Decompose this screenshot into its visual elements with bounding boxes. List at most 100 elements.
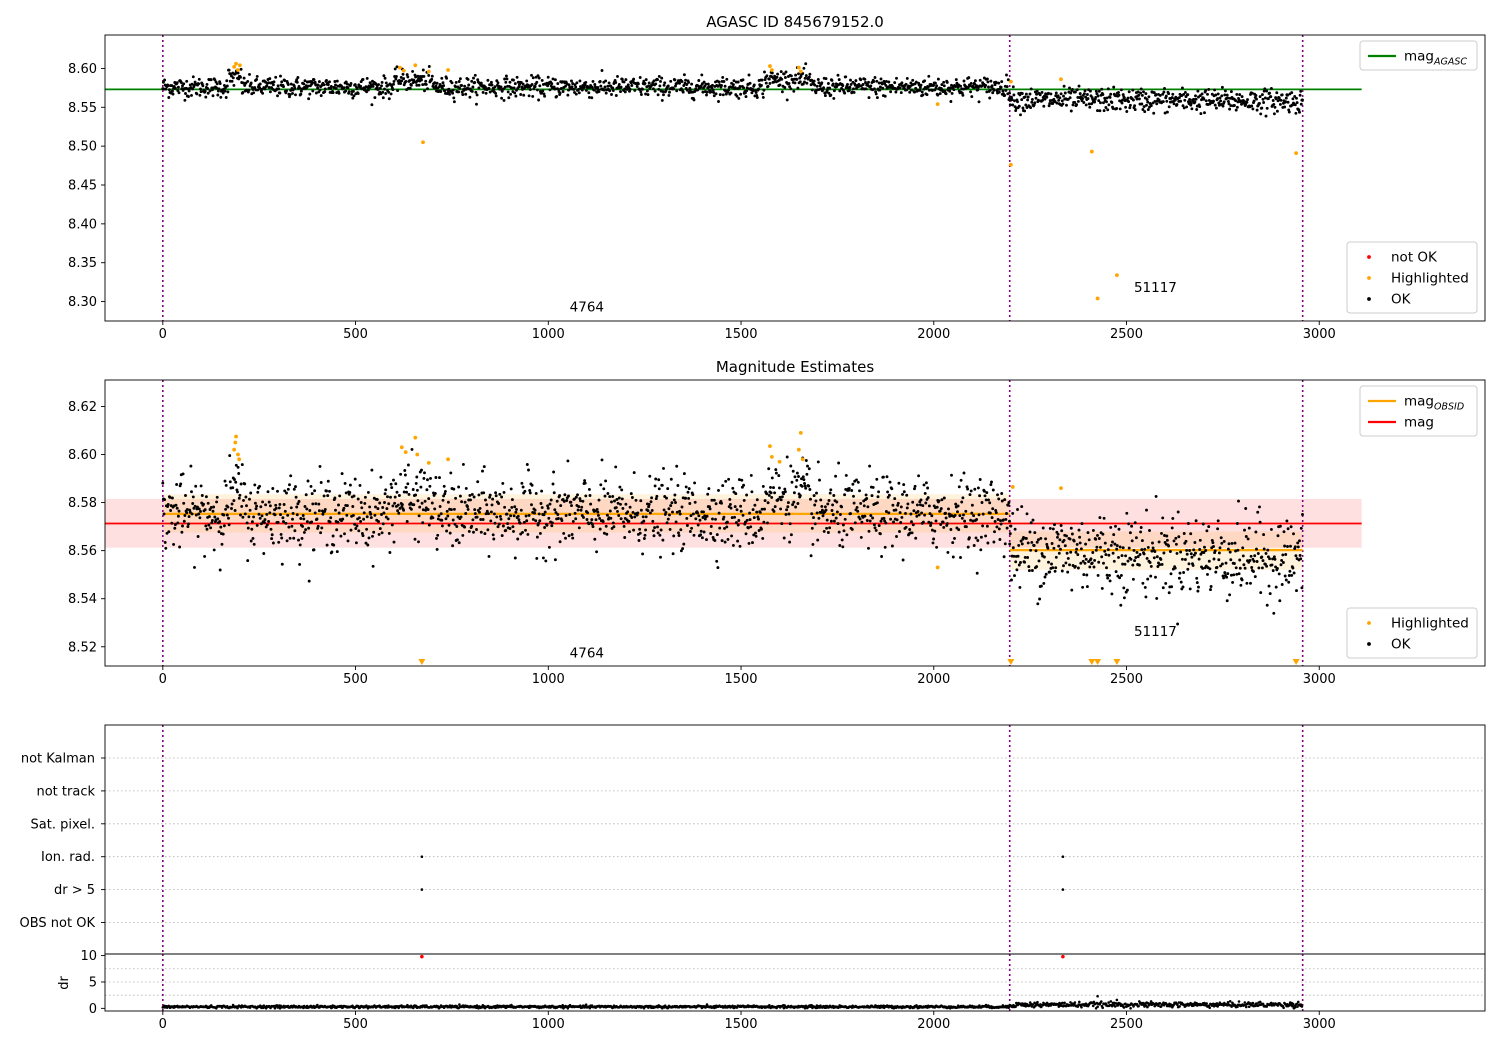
ok-point — [335, 550, 339, 554]
ok-point — [803, 484, 807, 488]
ok-point — [234, 480, 238, 484]
ok-point — [1188, 97, 1192, 101]
ok-point — [704, 82, 708, 86]
ok-point — [916, 510, 920, 513]
ok-point — [1069, 550, 1073, 554]
ok-point — [1299, 526, 1303, 530]
ok-point — [718, 526, 722, 530]
ok-point — [278, 502, 282, 506]
ok-point — [1222, 539, 1226, 543]
ok-point — [1092, 565, 1096, 569]
ok-point — [824, 508, 828, 512]
ok-point — [851, 482, 855, 486]
ok-point — [1019, 113, 1022, 117]
ok-point — [206, 87, 210, 90]
ok-point — [528, 491, 532, 495]
ok-point — [237, 472, 241, 475]
ok-point — [502, 490, 506, 494]
ok-point — [714, 502, 718, 506]
ok-point — [449, 471, 453, 475]
ok-point — [200, 494, 204, 497]
ok-point — [340, 84, 343, 88]
ok-point — [595, 507, 599, 511]
highlighted-point — [798, 430, 803, 435]
ok-point — [1075, 547, 1079, 551]
ok-point — [387, 531, 391, 535]
ok-point — [875, 96, 879, 100]
ok-point — [187, 522, 190, 526]
ok-point — [1025, 512, 1029, 516]
ok-point — [1151, 541, 1154, 545]
ok-point — [423, 471, 426, 475]
ok-point — [714, 92, 718, 96]
highlighted-point — [446, 68, 450, 72]
ok-point — [364, 541, 368, 545]
ok-point — [1271, 569, 1275, 573]
ok-point — [328, 80, 331, 84]
ok-point — [1149, 104, 1153, 108]
ok-point — [583, 83, 587, 87]
ok-point — [1006, 503, 1010, 507]
ok-point — [590, 518, 594, 522]
ok-point — [1179, 99, 1183, 103]
ok-point — [1068, 86, 1071, 90]
ok-point — [212, 505, 216, 509]
ok-point — [1195, 576, 1199, 580]
ok-point — [1026, 541, 1030, 545]
ok-point — [211, 94, 215, 98]
ok-point — [573, 497, 576, 501]
ok-point — [403, 473, 407, 477]
ok-point — [977, 100, 981, 104]
ok-point — [1163, 534, 1166, 537]
ok-point — [1235, 522, 1239, 525]
ok-point — [864, 87, 868, 91]
ok-point — [468, 493, 472, 497]
ok-point — [604, 91, 608, 95]
ok-point — [443, 89, 447, 93]
ok-point — [653, 484, 657, 488]
ok-point — [511, 525, 515, 529]
ok-point — [308, 92, 312, 96]
legend-dot-swatch — [1367, 642, 1371, 646]
legend-box — [1359, 385, 1478, 437]
ok-point — [715, 533, 719, 537]
ok-point — [960, 516, 964, 520]
ok-point — [1054, 555, 1058, 559]
ok-point — [283, 489, 287, 493]
ok-point — [589, 502, 593, 506]
ok-point — [899, 91, 903, 95]
ok-point — [1049, 92, 1053, 96]
ok-point — [1095, 92, 1099, 96]
ok-point — [739, 509, 743, 513]
ok-point — [639, 93, 643, 96]
ok-point — [1223, 89, 1227, 93]
ok-point — [282, 85, 285, 89]
ok-point — [940, 83, 944, 87]
ok-point — [1198, 105, 1202, 109]
ok-point — [694, 517, 698, 521]
ok-point — [1035, 565, 1039, 569]
ok-point — [1241, 554, 1245, 558]
ok-point — [1130, 524, 1134, 528]
ok-point — [366, 88, 370, 92]
ok-point — [908, 90, 912, 94]
ok-point — [488, 495, 492, 499]
ok-point — [713, 539, 717, 542]
legend-dot-swatch — [1367, 255, 1371, 259]
ok-point — [421, 521, 425, 525]
ok-point — [541, 556, 545, 560]
ok-point — [762, 88, 766, 92]
ok-point — [798, 80, 802, 84]
ok-point — [224, 507, 228, 511]
ok-point — [1246, 98, 1249, 102]
ok-point — [1052, 97, 1056, 101]
ok-point — [440, 524, 444, 528]
dr-point — [412, 1006, 415, 1010]
ok-point — [1140, 93, 1144, 97]
ok-point — [864, 81, 867, 84]
ok-point — [1192, 97, 1196, 101]
ok-point — [1171, 92, 1175, 96]
ok-point — [243, 512, 247, 516]
ok-point — [679, 528, 683, 532]
ok-point — [520, 85, 524, 89]
